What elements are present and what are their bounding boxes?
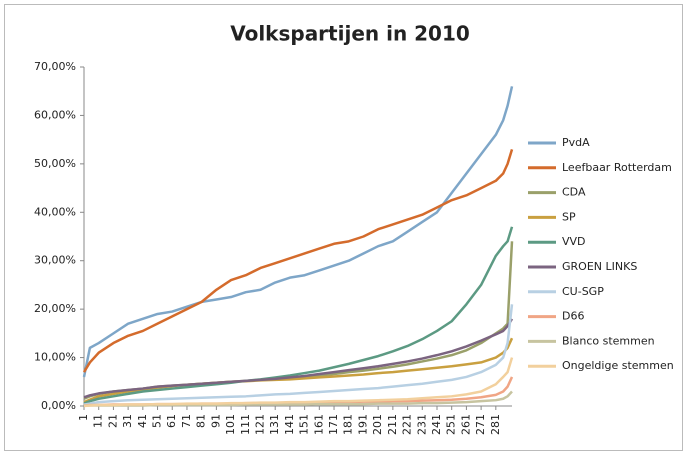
x-tick-label: 221 xyxy=(401,414,414,435)
legend-label: Leefbaar Rotterdam xyxy=(562,161,672,174)
legend-label: D66 xyxy=(562,310,584,323)
x-tick-label: 161 xyxy=(312,414,325,435)
legend-label: VVD xyxy=(562,235,586,248)
x-tick-label: 271 xyxy=(474,414,487,435)
x-tick-label: 121 xyxy=(253,414,266,435)
x-tick-label: 261 xyxy=(459,414,472,435)
chart-frame xyxy=(4,4,683,451)
legend-label: Ongeldige stemmen xyxy=(562,359,674,372)
y-tick-label: 70,00% xyxy=(34,60,76,73)
x-tick-label: 151 xyxy=(298,414,311,435)
legend-label: SP xyxy=(562,210,576,223)
x-tick-label: 31 xyxy=(121,414,134,428)
x-tick-label: 231 xyxy=(415,414,428,435)
x-tick-label: 101 xyxy=(224,414,237,435)
x-tick-label: 171 xyxy=(327,414,340,435)
x-tick-label: 281 xyxy=(489,414,502,435)
x-tick-label: 211 xyxy=(386,414,399,435)
x-tick-label: 251 xyxy=(445,414,458,435)
series-line xyxy=(83,357,514,408)
x-tick-label: 21 xyxy=(106,414,119,428)
y-tick-label: 50,00% xyxy=(34,157,76,170)
x-tick-label: 181 xyxy=(342,414,355,435)
x-tick-label: 51 xyxy=(151,414,164,428)
x-tick-label: 191 xyxy=(356,414,369,435)
x-tick-label: 1 xyxy=(77,414,90,421)
x-tick-label: 71 xyxy=(180,414,193,428)
x-tick-label: 141 xyxy=(283,414,296,435)
y-tick-label: 60,00% xyxy=(34,108,76,121)
x-tick-label: 11 xyxy=(92,414,105,428)
x-tick-label: 111 xyxy=(239,414,252,435)
x-tick-label: 81 xyxy=(195,414,208,428)
series-line xyxy=(82,148,514,373)
y-tick-label: 40,00% xyxy=(34,205,76,218)
y-tick-label: 10,00% xyxy=(34,351,76,364)
x-tick-label: 61 xyxy=(165,414,178,428)
chart-title: Volkspartijen in 2010 xyxy=(230,22,470,46)
series-line xyxy=(83,226,514,405)
legend-label: GROEN LINKS xyxy=(562,260,637,273)
x-tick-label: 41 xyxy=(136,414,149,428)
x-tick-label: 201 xyxy=(371,414,384,435)
x-tick-label: 91 xyxy=(209,414,222,428)
x-tick-label: 131 xyxy=(268,414,281,435)
legend-label: CU-SGP xyxy=(562,285,604,298)
legend-label: PvdA xyxy=(562,136,590,149)
x-tick-label: 241 xyxy=(430,414,443,435)
legend-label: CDA xyxy=(562,186,586,199)
series-line xyxy=(83,304,514,406)
y-tick-label: 30,00% xyxy=(34,254,76,267)
y-tick-label: 0,00% xyxy=(41,399,76,412)
series-line xyxy=(83,318,514,399)
legend-label: Blanco stemmen xyxy=(562,334,655,347)
y-tick-label: 20,00% xyxy=(34,302,76,315)
series-line xyxy=(82,86,514,378)
